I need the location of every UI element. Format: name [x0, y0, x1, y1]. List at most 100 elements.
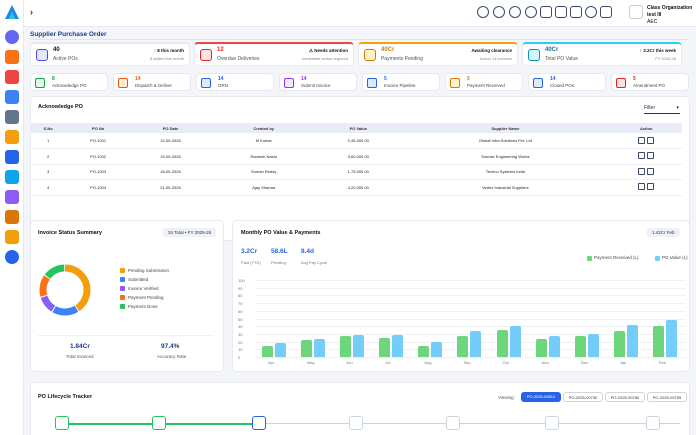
chart-bar[interactable]	[392, 334, 404, 357]
dashboard-icon[interactable]	[5, 30, 19, 44]
stat-card[interactable]: 12 Overdue Deliveries ⚠ Needs attention Imm…	[194, 42, 354, 66]
calendar-icon[interactable]	[540, 6, 552, 18]
people-icon[interactable]	[5, 150, 19, 164]
chart-bar[interactable]	[574, 336, 586, 357]
edit-icon[interactable]	[5, 130, 19, 144]
grid-icon[interactable]	[600, 6, 612, 18]
alerts-icon[interactable]	[493, 6, 505, 18]
chart-bar[interactable]	[509, 326, 521, 357]
chart-bar[interactable]	[587, 333, 599, 357]
filter-select[interactable]: Filter ▾	[644, 105, 680, 114]
chart-bar[interactable]	[496, 330, 508, 357]
lifecycle-step-icon[interactable]	[446, 416, 460, 430]
chart-bar[interactable]	[301, 340, 313, 357]
headset-icon[interactable]	[525, 6, 537, 18]
column-header[interactable]: Action	[610, 123, 682, 133]
lifecycle-step-icon[interactable]	[646, 416, 660, 430]
org-avatar[interactable]	[629, 5, 643, 19]
truck-icon[interactable]	[5, 170, 19, 184]
chevron-right-icon[interactable]: ›	[30, 7, 33, 17]
chart-bar[interactable]	[340, 336, 352, 357]
team-icon[interactable]	[5, 70, 19, 84]
quick-link-card[interactable]: 5 Invoice Pipeline	[362, 73, 440, 91]
edit-icon[interactable]	[638, 136, 646, 144]
po-tab[interactable]: PO-2025-00812	[521, 392, 561, 402]
chart-bar[interactable]	[353, 334, 365, 357]
whatsapp-icon[interactable]	[585, 6, 597, 18]
table-row[interactable]: 3 PO-1003 18-05-2026 Suresh Reddy 1,75,000.0…	[30, 164, 682, 180]
po-tab[interactable]: PO-2025-00730	[563, 392, 603, 402]
quick-link-card[interactable]: 5 Amendment PO	[611, 73, 689, 91]
chart-bar[interactable]	[275, 343, 286, 357]
edit-icon[interactable]	[638, 183, 646, 191]
quick-link-card[interactable]: 14 Closed POs	[528, 73, 606, 91]
calculator-icon[interactable]	[555, 6, 567, 18]
chart-bar[interactable]	[431, 342, 443, 357]
lifecycle-step-icon[interactable]	[252, 416, 266, 430]
chart-bar[interactable]	[626, 324, 638, 357]
calendar-icon[interactable]	[5, 90, 19, 104]
view-icon[interactable]	[647, 136, 655, 144]
box-icon[interactable]	[5, 210, 19, 224]
view-icon[interactable]	[647, 152, 655, 160]
main-content: Supplier Purchase Order 40 Active POs ↑ 8 …	[24, 27, 696, 435]
lifecycle-step-icon[interactable]	[55, 416, 69, 430]
table-row[interactable]: 2 PO-1002 15-05-2026 Ramesh Naidu 3,60,000.0…	[30, 148, 682, 165]
total-invoiced-label: Total Invoiced	[66, 354, 94, 359]
view-icon[interactable]	[647, 167, 655, 175]
stat-card[interactable]: 40Cr Total PO Value ↑ 3.2Cr this week FY 20…	[522, 42, 682, 66]
chart-bar[interactable]	[652, 326, 664, 357]
lifecycle-step-icon[interactable]	[545, 416, 559, 430]
support-icon[interactable]	[5, 250, 19, 264]
lifecycle-step-icon[interactable]	[349, 416, 363, 430]
donut-slice[interactable]	[39, 264, 91, 316]
quick-link-card[interactable]: 14 Dispatch & Deliver	[113, 73, 191, 91]
chart-bar[interactable]	[314, 338, 326, 357]
org-info[interactable]: Class Organization test III AEC	[647, 5, 696, 26]
chart-bar[interactable]	[548, 336, 560, 357]
team-icon[interactable]	[509, 6, 521, 18]
document-icon[interactable]	[570, 6, 582, 18]
stat-card[interactable]: 40 Active POs ↑ 8 this month 8 added this m…	[30, 42, 190, 66]
user-icon[interactable]	[5, 50, 19, 64]
edit-icon[interactable]	[638, 152, 646, 160]
column-header[interactable]: Supplier Name	[400, 123, 611, 133]
document-icon[interactable]	[5, 110, 19, 124]
chart-bar[interactable]	[613, 330, 625, 357]
tag-icon[interactable]	[5, 230, 19, 244]
chart-bar[interactable]	[535, 338, 547, 357]
column-header[interactable]: PO Date	[129, 123, 212, 133]
chart-bar[interactable]	[262, 346, 273, 357]
invoice-icon[interactable]	[5, 190, 19, 204]
gridline	[256, 287, 686, 289]
table-cell: 12-05-2026	[129, 133, 212, 149]
chart-bar[interactable]	[457, 336, 469, 357]
table-row[interactable]: 4 PO-1004 21-05-2026 Ajay Sharma 4,20,000.00…	[30, 179, 682, 196]
stat-value: 12	[217, 47, 224, 53]
action-cell	[610, 148, 682, 165]
quick-link-card[interactable]: 8 Acknowledge PO	[30, 73, 108, 91]
stat-card[interactable]: 40Cr Payments Pending Awaiting clearance Ac…	[358, 42, 518, 66]
quick-link-card[interactable]: 14 GRN	[196, 73, 274, 91]
chart-bar[interactable]	[665, 320, 677, 357]
notification-bell-icon[interactable]	[477, 6, 489, 18]
chart-bar[interactable]	[470, 330, 482, 357]
table-row[interactable]: 1 PO-1001 12-05-2026 M Kumar 2,45,000.00 Glob…	[30, 133, 682, 149]
po-tab[interactable]: PO-2025-00780	[605, 392, 645, 402]
column-header[interactable]: Created by	[211, 123, 317, 133]
quick-link-card[interactable]: 5 Payment Received	[445, 73, 523, 91]
po-tab[interactable]: PO-2025-00765	[647, 392, 687, 402]
donut-slice[interactable]	[39, 264, 91, 316]
lifecycle-step-icon[interactable]	[152, 416, 166, 430]
column-header[interactable]: PO Value	[316, 123, 401, 133]
gridline	[256, 280, 686, 281]
column-header[interactable]: S.No	[30, 123, 67, 133]
column-header[interactable]: PO No	[66, 123, 130, 133]
edit-icon[interactable]	[638, 167, 646, 175]
chart-bar[interactable]	[379, 337, 391, 357]
chart-bar[interactable]	[418, 346, 430, 357]
quick-link-card[interactable]: 14 Submit Invoice	[279, 73, 357, 91]
view-icon[interactable]	[647, 183, 655, 191]
donut-slice[interactable]	[39, 264, 91, 316]
quick-link-icon	[367, 78, 377, 88]
